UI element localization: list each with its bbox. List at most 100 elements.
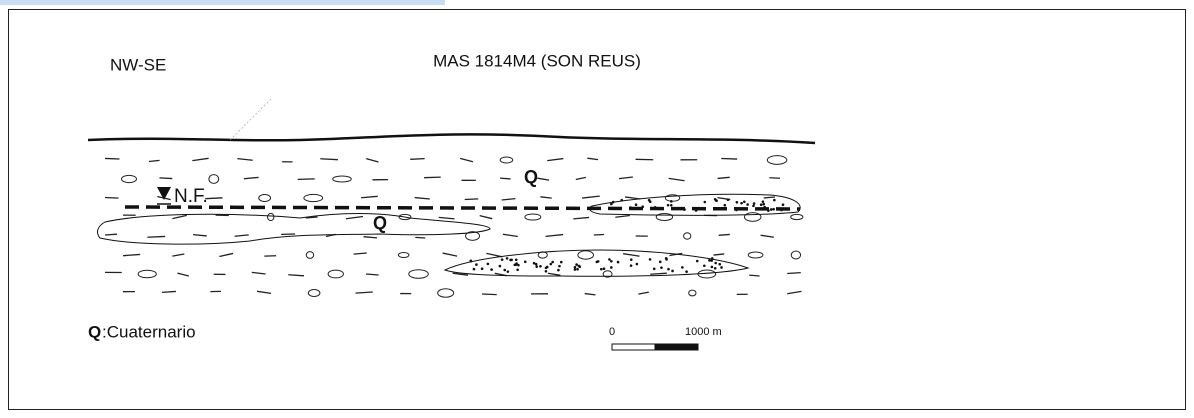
pebble bbox=[209, 175, 219, 184]
pebble bbox=[398, 252, 408, 257]
water-table bbox=[125, 207, 800, 209]
clay-dash bbox=[366, 274, 379, 275]
clay-dash bbox=[573, 217, 589, 218]
pebble bbox=[409, 270, 429, 279]
gravel-dot bbox=[703, 264, 706, 267]
gravel-dot bbox=[576, 268, 579, 271]
gravel-dot bbox=[772, 208, 775, 211]
gravel-dot bbox=[612, 201, 615, 204]
clay-dash bbox=[177, 273, 188, 276]
pebble bbox=[500, 157, 513, 163]
gravel-dot bbox=[603, 267, 606, 270]
top-bar bbox=[0, 0, 445, 5]
clay-dash bbox=[576, 177, 586, 179]
pebble bbox=[791, 214, 803, 219]
gravel-dot bbox=[516, 268, 519, 271]
gravel-dot bbox=[549, 263, 552, 266]
gravel-dot bbox=[574, 268, 577, 271]
quaternary-label: Q bbox=[524, 167, 538, 187]
gravel-dot bbox=[659, 261, 662, 264]
gravel-dot bbox=[708, 259, 711, 262]
gravel-dot bbox=[574, 266, 577, 269]
clay-dash bbox=[172, 254, 184, 256]
gravel-dot bbox=[490, 268, 493, 271]
gravel-dot bbox=[685, 270, 688, 273]
gravel-dot bbox=[524, 261, 527, 264]
gravel-dot bbox=[470, 260, 473, 263]
gravel-dot bbox=[545, 270, 548, 273]
clay-dash bbox=[787, 291, 801, 293]
gravel-dot bbox=[636, 263, 639, 266]
clay-dash bbox=[364, 237, 377, 238]
pebble bbox=[578, 251, 594, 259]
clay-dash bbox=[244, 177, 259, 178]
gravel-dot bbox=[714, 262, 717, 265]
page: NW-SE MAS 1814M4 (SON REUS) N.F. Q Q Q :… bbox=[0, 0, 1194, 418]
gravel-dot bbox=[509, 259, 512, 262]
quaternary-lens-left bbox=[98, 214, 490, 245]
clay-dash bbox=[288, 275, 304, 276]
gravel-dot bbox=[481, 267, 484, 270]
gravel-dot bbox=[506, 257, 509, 260]
pebble bbox=[744, 213, 761, 222]
gravel-dot bbox=[533, 262, 536, 265]
clay-dash bbox=[787, 273, 801, 274]
clay-dash bbox=[582, 196, 600, 198]
pebble bbox=[122, 175, 137, 182]
clay-dash bbox=[237, 159, 252, 161]
clay-dash bbox=[105, 234, 117, 235]
legend-symbol: Q bbox=[88, 322, 101, 341]
gravel-dot bbox=[610, 260, 613, 263]
orientation-label: NW-SE bbox=[110, 55, 166, 74]
gravel-dot bbox=[681, 266, 684, 269]
clay-dash bbox=[439, 217, 455, 219]
gravel-dot bbox=[773, 199, 776, 202]
gravel-dot bbox=[545, 267, 548, 270]
scale-start: 0 bbox=[609, 326, 615, 338]
pebble bbox=[525, 214, 541, 220]
gravel-dot bbox=[473, 268, 476, 271]
gravel-dot bbox=[499, 265, 502, 268]
gravel-dot bbox=[597, 260, 600, 263]
pebble bbox=[438, 289, 454, 297]
clay-dash bbox=[650, 273, 667, 274]
gravel-dot bbox=[610, 266, 613, 269]
clay-dash bbox=[540, 197, 551, 198]
clay-dash bbox=[123, 254, 140, 255]
clay-dash bbox=[615, 215, 629, 217]
clay-dash bbox=[460, 158, 473, 161]
gravel-dot bbox=[551, 261, 554, 264]
gravel-dot bbox=[711, 266, 714, 269]
clay-symbols bbox=[105, 156, 803, 298]
clay-dash bbox=[193, 235, 207, 236]
pebble bbox=[259, 195, 271, 202]
clay-dash bbox=[718, 177, 730, 178]
clay-dash bbox=[105, 158, 119, 159]
clay-dash bbox=[105, 198, 119, 199]
clay-dash bbox=[714, 254, 725, 255]
pebble bbox=[748, 252, 763, 258]
clay-dash bbox=[749, 275, 759, 276]
clay-dash bbox=[159, 178, 172, 179]
scale-end: 1000 m bbox=[685, 326, 722, 338]
water-table-symbol bbox=[157, 187, 171, 200]
clay-dash bbox=[623, 254, 639, 257]
clay-dash bbox=[669, 178, 685, 180]
clay-dash bbox=[172, 215, 186, 218]
gravel-dot bbox=[667, 268, 670, 271]
gravel-dot bbox=[715, 199, 718, 202]
gravel-dot bbox=[560, 261, 563, 264]
clay-dash bbox=[585, 294, 596, 295]
clay-dash bbox=[346, 217, 363, 219]
gravel-dot bbox=[517, 264, 520, 267]
pebble bbox=[306, 252, 313, 259]
gravel-dot bbox=[539, 265, 542, 268]
clay-dash bbox=[320, 159, 338, 160]
clay-dash bbox=[424, 177, 441, 178]
clay-dash bbox=[415, 198, 430, 199]
clay-dash bbox=[252, 272, 266, 274]
gravel-dot bbox=[743, 200, 746, 203]
gravel-dot bbox=[670, 204, 673, 207]
ground-surface bbox=[88, 134, 815, 143]
clay-dash bbox=[219, 253, 233, 256]
